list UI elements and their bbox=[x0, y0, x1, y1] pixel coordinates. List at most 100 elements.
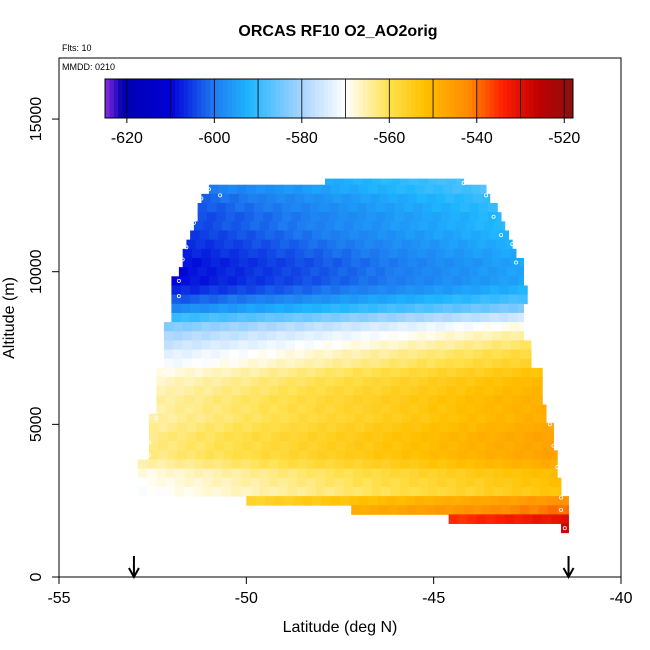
heatmap-cell bbox=[246, 303, 257, 314]
heatmap-cell bbox=[439, 441, 450, 451]
heatmap-cell bbox=[405, 496, 416, 506]
colorbar-segment bbox=[227, 79, 233, 118]
heatmap-cell bbox=[238, 248, 249, 259]
heatmap-cell bbox=[236, 312, 247, 323]
heatmap-cell bbox=[377, 294, 388, 305]
heatmap-cell bbox=[390, 395, 401, 405]
heatmap-cell bbox=[414, 312, 425, 323]
heatmap-cell bbox=[540, 377, 543, 387]
heatmap-cell bbox=[323, 322, 333, 332]
heatmap-cell bbox=[426, 257, 436, 268]
heatmap-cell bbox=[315, 404, 326, 415]
heatmap-cell bbox=[474, 395, 485, 405]
heatmap-cell bbox=[266, 349, 277, 360]
heatmap-cell bbox=[433, 496, 444, 506]
x-tick-label: -40 bbox=[609, 590, 632, 607]
colorbar-segment bbox=[249, 79, 255, 118]
heatmap-cell bbox=[321, 276, 332, 286]
heatmap-cell bbox=[508, 285, 519, 295]
heatmap-cell bbox=[523, 450, 534, 460]
heatmap-cell bbox=[517, 276, 524, 286]
heatmap-cell bbox=[326, 441, 337, 451]
heatmap-cell bbox=[353, 486, 363, 497]
heatmap-cell bbox=[235, 203, 245, 213]
heatmap-cell bbox=[368, 496, 378, 506]
heatmap-cell bbox=[463, 340, 474, 350]
heatmap-cell bbox=[280, 450, 290, 460]
heatmap-cell bbox=[165, 386, 176, 396]
heatmap-cell bbox=[225, 203, 236, 213]
heatmap-cell bbox=[501, 358, 511, 369]
heatmap-cell bbox=[313, 248, 324, 259]
heatmap-cell bbox=[300, 267, 311, 277]
colorbar-segment bbox=[157, 79, 163, 118]
heatmap-cell bbox=[171, 276, 182, 286]
heatmap-cell bbox=[343, 395, 354, 405]
heatmap-cell bbox=[227, 294, 238, 305]
heatmap-cell bbox=[493, 386, 504, 396]
heatmap-cell bbox=[437, 386, 448, 396]
heatmap-cell bbox=[439, 431, 450, 442]
heatmap-cell bbox=[540, 404, 547, 415]
heatmap-cell bbox=[325, 404, 335, 415]
heatmap-cell bbox=[383, 450, 393, 460]
heatmap-cell bbox=[311, 312, 322, 323]
heatmap-cell bbox=[137, 486, 148, 497]
heatmap-cell bbox=[379, 349, 390, 360]
heatmap-cell bbox=[437, 486, 448, 497]
heatmap-cell bbox=[512, 395, 523, 405]
heatmap-cell bbox=[351, 193, 362, 204]
colorbar-segment bbox=[297, 79, 303, 118]
heatmap-cell bbox=[246, 312, 257, 323]
heatmap-cell bbox=[248, 358, 258, 369]
heatmap-cell bbox=[311, 184, 322, 195]
heatmap-cell bbox=[377, 312, 388, 323]
heatmap-cell bbox=[401, 450, 412, 460]
heatmap-cell bbox=[203, 386, 214, 396]
heatmap-cell bbox=[263, 203, 273, 213]
heatmap-cell bbox=[369, 505, 380, 515]
y-tick-label: 10000 bbox=[28, 249, 45, 294]
heatmap-cell bbox=[508, 294, 519, 305]
heatmap-cell bbox=[458, 431, 468, 442]
heatmap-cell bbox=[384, 212, 395, 222]
heatmap-cell bbox=[259, 468, 270, 479]
heatmap-cell bbox=[444, 257, 455, 268]
heatmap-cell bbox=[429, 431, 440, 442]
heatmap-cell bbox=[409, 386, 420, 396]
heatmap-cell bbox=[276, 358, 287, 369]
heatmap-cell bbox=[551, 450, 558, 460]
heatmap-cell bbox=[474, 377, 485, 387]
heatmap-cell bbox=[218, 285, 228, 295]
heatmap-cell bbox=[283, 303, 294, 314]
heatmap-cell bbox=[343, 404, 354, 415]
heatmap-cell bbox=[186, 413, 197, 424]
heatmap-cell bbox=[293, 496, 303, 506]
heatmap-cell bbox=[326, 413, 337, 424]
heatmap-cell bbox=[409, 377, 420, 387]
heatmap-cell bbox=[502, 386, 513, 396]
heatmap-cell bbox=[317, 441, 328, 451]
heatmap-cell bbox=[323, 257, 333, 268]
heatmap-cell bbox=[233, 441, 243, 451]
heatmap-cell bbox=[223, 413, 234, 424]
heatmap-cell bbox=[414, 285, 425, 295]
heatmap-cell bbox=[289, 413, 300, 424]
colorbar-segment bbox=[542, 79, 548, 118]
heatmap-cell bbox=[231, 477, 242, 488]
heatmap-cell bbox=[418, 386, 429, 396]
heatmap-cell bbox=[474, 386, 485, 396]
heatmap-cell bbox=[411, 450, 421, 460]
heatmap-cell bbox=[265, 276, 275, 286]
heatmap-cell bbox=[463, 358, 474, 369]
colorbar-segment bbox=[201, 79, 207, 118]
heatmap-cell bbox=[362, 395, 373, 405]
x-tick-label: -50 bbox=[235, 590, 258, 607]
heatmap-cell bbox=[193, 221, 204, 231]
heatmap-cell bbox=[311, 230, 322, 241]
heatmap-cell bbox=[193, 486, 204, 497]
heatmap-cell bbox=[274, 230, 285, 241]
heatmap-cell bbox=[278, 477, 288, 488]
heatmap-cell bbox=[326, 431, 337, 442]
